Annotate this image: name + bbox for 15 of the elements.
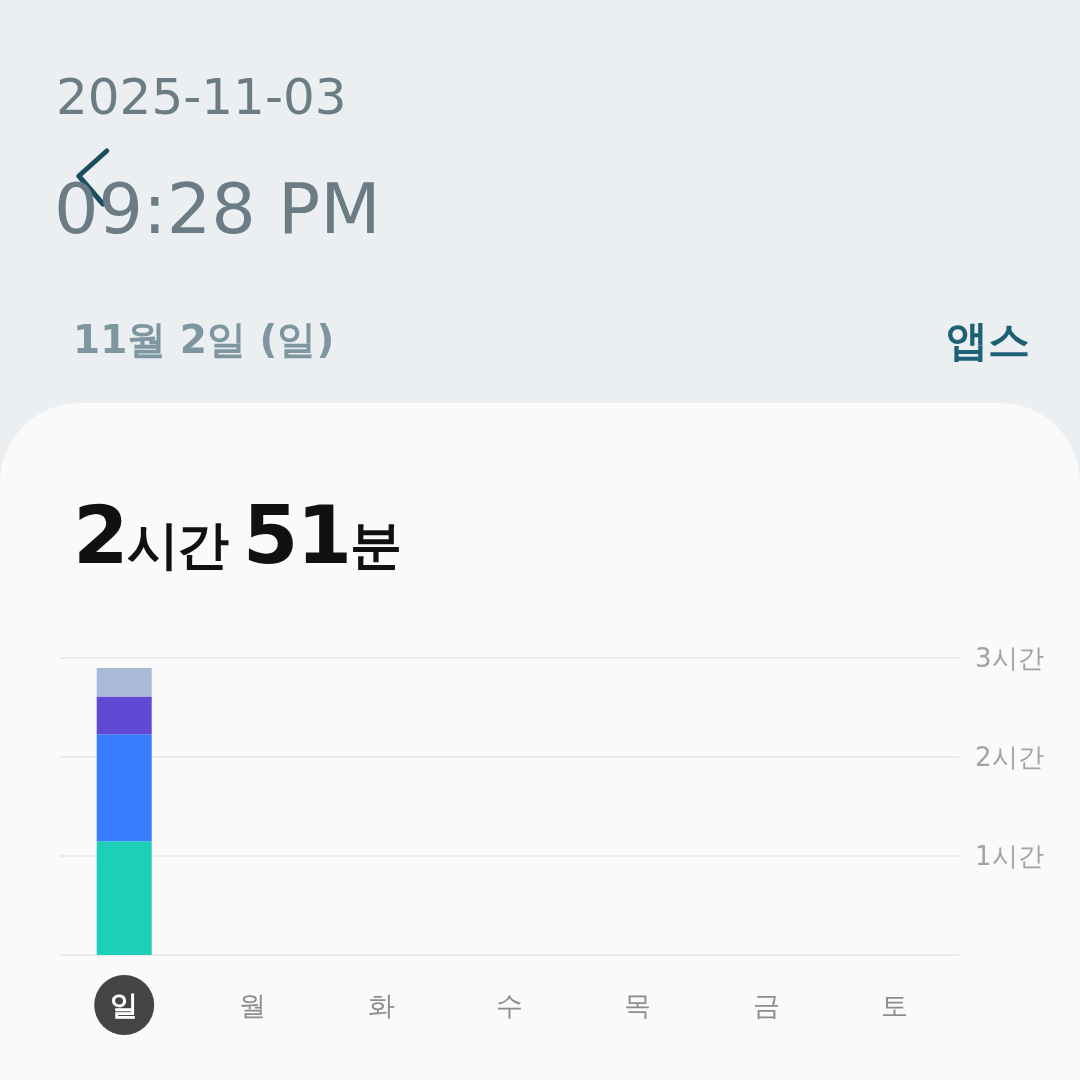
text: 앱스 xyxy=(946,316,1030,365)
x-tick-label: 토 xyxy=(881,989,909,1021)
x-tick-label: 월 xyxy=(239,989,267,1021)
text: 09:28 PM xyxy=(54,168,381,250)
x-tick-label: 금 xyxy=(752,989,780,1021)
y-tick-label: 1시간 xyxy=(975,841,1044,871)
text: 2025-11-03 xyxy=(56,68,347,126)
y-tick-label: 2시간 xyxy=(975,742,1044,772)
x-tick-label: 목 xyxy=(624,989,652,1021)
chart-title: 2시간 51분 xyxy=(73,489,401,582)
y-tick-label: 3시간 xyxy=(975,643,1044,673)
x-tick-label: 수 xyxy=(496,989,523,1021)
x-tick-label: 화 xyxy=(367,989,395,1021)
chart-subtitle: 11월 2일 (일) xyxy=(73,317,335,362)
x-tick-label: 일 xyxy=(110,988,139,1022)
